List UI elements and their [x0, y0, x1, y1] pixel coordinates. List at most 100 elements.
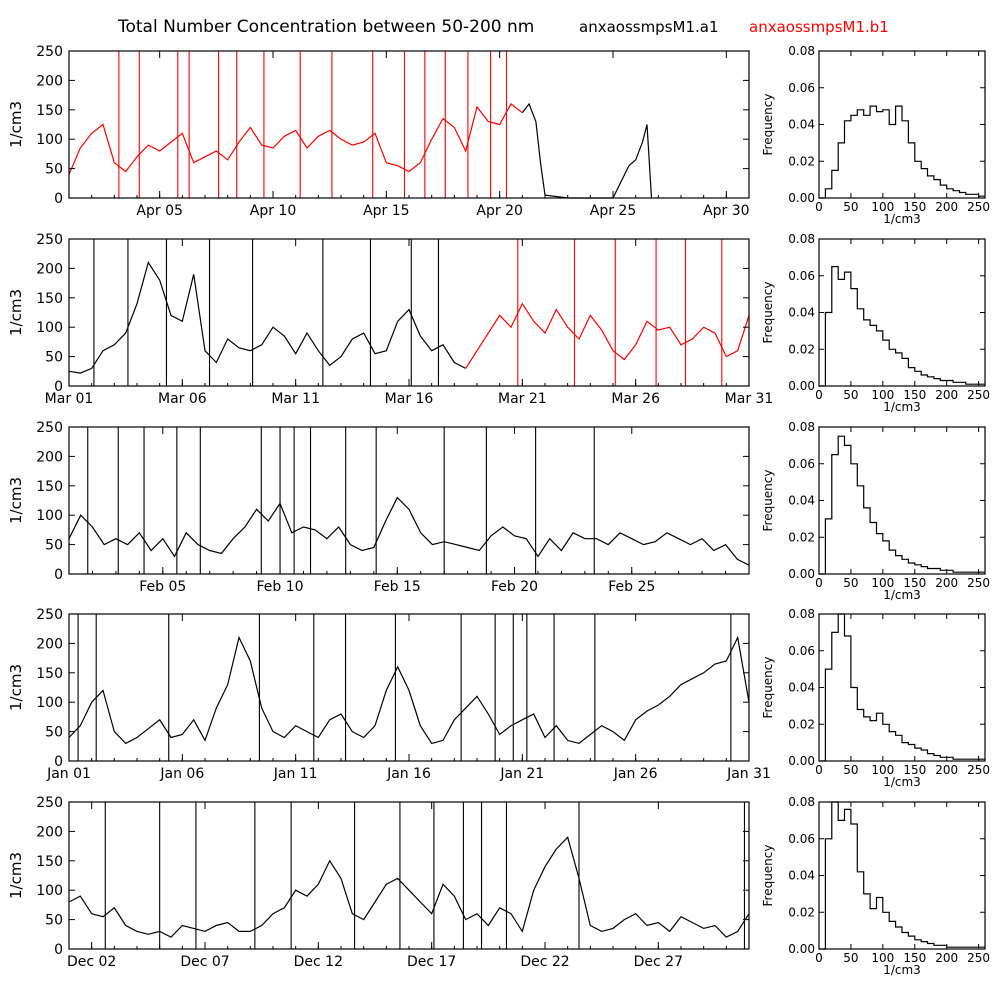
xtick-label-december-5: Dec 27 [634, 954, 683, 970]
ylabel-february: 1/cm3 [7, 477, 25, 524]
hist-xtick-label-february-hist-1: 50 [843, 576, 858, 590]
hist-xtick-label-april-hist-1: 50 [843, 200, 858, 214]
series-line-april-1 [68, 102, 523, 175]
plot-frame-march [68, 238, 750, 387]
ytick-label-january-2: 100 [36, 695, 63, 711]
series-line-march-0 [68, 261, 466, 374]
xtick-label-february-2: Feb 15 [374, 579, 421, 595]
xtick-label-december-4: Dec 22 [520, 954, 569, 970]
ytick-label-march-1: 50 [45, 350, 63, 366]
hist-xtick-label-february-hist-0: 0 [815, 576, 823, 590]
hist-xtick-label-january-hist-1: 50 [843, 763, 858, 777]
plot-frame-january [68, 613, 750, 762]
hist-xtick-label-march-hist-2: 100 [871, 388, 894, 402]
hist-xtick-label-march-hist-0: 0 [815, 388, 823, 402]
ytick-label-december-4: 200 [36, 824, 63, 840]
xtick-label-january-6: Jan 31 [726, 766, 771, 782]
ytick-label-march-0: 0 [54, 379, 63, 395]
hist-ylabel-december-hist: Frequency [761, 845, 775, 907]
ytick-label-february-4: 200 [36, 449, 63, 465]
hist-xtick-label-april-hist-3: 150 [903, 200, 926, 214]
xtick-label-march-3: Mar 16 [385, 391, 434, 407]
ytick-label-february-2: 100 [36, 508, 63, 524]
hist-ytick-label-march-hist-4: 0.08 [788, 232, 815, 246]
hist-xtick-label-april-hist-5: 250 [967, 200, 990, 214]
hist-ytick-label-march-hist-2: 0.04 [788, 306, 815, 320]
ytick-label-january-4: 200 [36, 636, 63, 652]
hist-frame-february-hist [818, 426, 986, 575]
histogram-step-april-hist [819, 105, 985, 199]
ytick-label-january-5: 250 [36, 607, 63, 623]
xtick-label-march-2: Mar 11 [271, 391, 320, 407]
xtick-label-march-0: Mar 01 [45, 391, 94, 407]
ytick-label-january-0: 0 [54, 754, 63, 770]
hist-xtick-label-january-hist-5: 250 [967, 763, 990, 777]
hist-ytick-label-march-hist-3: 0.06 [788, 269, 815, 283]
ylabel-march: 1/cm3 [7, 289, 25, 336]
hist-ytick-label-april-hist-4: 0.08 [788, 44, 815, 58]
ylabel-december: 1/cm3 [7, 852, 25, 899]
hist-ytick-label-april-hist-2: 0.04 [788, 118, 815, 132]
hist-xtick-label-march-hist-4: 200 [935, 388, 958, 402]
hist-xlabel-march-hist: 1/cm3 [883, 400, 921, 414]
histogram-step-january-hist [819, 613, 985, 762]
ytick-label-february-1: 50 [45, 538, 63, 554]
hist-xtick-label-february-hist-5: 250 [967, 576, 990, 590]
plot-frame-february [68, 426, 750, 575]
hist-ytick-label-december-hist-1: 0.02 [788, 905, 815, 919]
ytick-label-march-5: 250 [36, 232, 63, 248]
xtick-label-april-4: Apr 25 [590, 203, 636, 219]
hist-ytick-label-january-hist-4: 0.08 [788, 607, 815, 621]
hist-xtick-label-december-hist-1: 50 [843, 951, 858, 965]
hist-xtick-label-february-hist-4: 200 [935, 576, 958, 590]
xtick-label-december-3: Dec 17 [407, 954, 456, 970]
hist-ytick-label-april-hist-3: 0.06 [788, 81, 815, 95]
legend-label-b1: anxaossmpsM1.b1 [749, 18, 889, 36]
ytick-label-march-3: 150 [36, 291, 63, 307]
histogram-step-december-hist [819, 801, 985, 950]
hist-xtick-label-january-hist-4: 200 [935, 763, 958, 777]
hist-xtick-label-december-hist-4: 200 [935, 951, 958, 965]
hist-ytick-label-february-hist-1: 0.02 [788, 530, 815, 544]
ytick-label-december-2: 100 [36, 883, 63, 899]
hist-ytick-label-march-hist-1: 0.02 [788, 342, 815, 356]
xtick-label-december-0: Dec 02 [67, 954, 116, 970]
ytick-label-april-5: 250 [36, 44, 63, 60]
legend-label-a1: anxaossmpsM1.a1 [579, 18, 719, 36]
hist-ytick-label-january-hist-0: 0.00 [788, 754, 815, 768]
ytick-label-january-3: 150 [36, 666, 63, 682]
ylabel-april: 1/cm3 [7, 101, 25, 148]
hist-ytick-label-february-hist-4: 0.08 [788, 420, 815, 434]
hist-ytick-label-december-hist-0: 0.00 [788, 942, 815, 956]
xtick-label-january-1: Jan 06 [159, 766, 204, 782]
hist-ytick-label-december-hist-3: 0.06 [788, 832, 815, 846]
series-line-january-0 [68, 635, 750, 745]
xtick-label-february-4: Feb 25 [608, 579, 655, 595]
hist-xtick-label-january-hist-2: 100 [871, 763, 894, 777]
xtick-label-february-3: Feb 20 [491, 579, 538, 595]
hist-ylabel-february-hist: Frequency [761, 470, 775, 532]
xtick-label-april-5: Apr 30 [703, 203, 749, 219]
hist-xlabel-april-hist: 1/cm3 [883, 212, 921, 226]
ytick-label-march-4: 200 [36, 261, 63, 277]
xtick-label-february-1: Feb 10 [257, 579, 304, 595]
histogram-step-february-hist [819, 435, 985, 575]
hist-xtick-label-april-hist-2: 100 [871, 200, 894, 214]
ytick-label-april-2: 100 [36, 132, 63, 148]
xtick-label-april-0: Apr 05 [136, 203, 182, 219]
ylabel-january: 1/cm3 [7, 664, 25, 711]
xtick-label-january-3: Jan 16 [386, 766, 431, 782]
xtick-label-december-1: Dec 07 [180, 954, 229, 970]
ytick-label-april-3: 150 [36, 103, 63, 119]
plot-frame-december [68, 801, 750, 950]
hist-xtick-label-december-hist-5: 250 [967, 951, 990, 965]
hist-xtick-label-february-hist-2: 100 [871, 576, 894, 590]
xtick-label-april-1: Apr 10 [250, 203, 296, 219]
xtick-label-january-4: Jan 21 [499, 766, 544, 782]
xtick-label-april-3: Apr 20 [476, 203, 522, 219]
hist-ytick-label-march-hist-0: 0.00 [788, 379, 815, 393]
ytick-label-december-0: 0 [54, 942, 63, 958]
xtick-label-march-1: Mar 06 [158, 391, 207, 407]
xtick-label-december-2: Dec 12 [294, 954, 343, 970]
